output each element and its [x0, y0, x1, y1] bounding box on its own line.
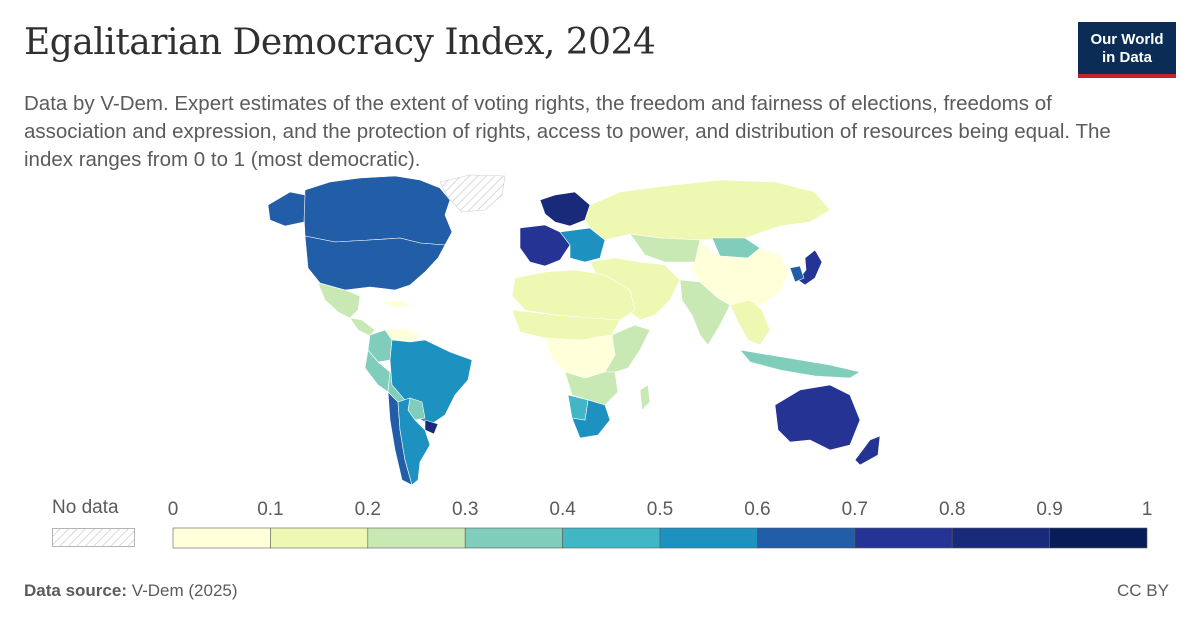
- map-region-indonesia[interactable]: [739, 349, 861, 379]
- legend-tick-label: 0.7: [842, 499, 868, 520]
- legend-bin[interactable]: [757, 527, 856, 549]
- map-region-mexico[interactable]: [317, 282, 361, 319]
- map-region-canada[interactable]: [303, 175, 453, 246]
- legend-ticks: 0 0.1 0.2 0.3 0.4 0.5 0.6 0.7 0.8 0.9 1: [168, 499, 1153, 520]
- data-source-value[interactable]: V-Dem (2025): [131, 581, 238, 600]
- map-region-cuba[interactable]: [379, 299, 414, 309]
- map-region-china[interactable]: [689, 239, 791, 309]
- map-region-madagascar[interactable]: [639, 384, 651, 411]
- map-region-uruguay[interactable]: [424, 419, 439, 435]
- map-region-east-africa[interactable]: [604, 324, 651, 373]
- map-region-australia[interactable]: [774, 384, 861, 451]
- legend-tick-label: 0.2: [355, 499, 381, 520]
- world-map[interactable]: [0, 168, 1200, 498]
- chart-title: Egalitarian Democracy Index, 2024: [24, 22, 656, 63]
- legend-tick-label: 0.5: [647, 499, 673, 520]
- license-link[interactable]: CC BY: [1117, 581, 1169, 600]
- legend-bin[interactable]: [951, 527, 1050, 549]
- legend-bin[interactable]: [1049, 527, 1148, 549]
- map-region-central-america[interactable]: [349, 317, 376, 337]
- map-region-india[interactable]: [679, 279, 731, 346]
- no-data-label: No data: [52, 497, 119, 518]
- legend-bin[interactable]: [659, 527, 758, 549]
- data-source-label: Data source:: [24, 581, 127, 600]
- legend-bin[interactable]: [562, 527, 661, 549]
- owid-logo[interactable]: Our World in Data: [1078, 22, 1176, 78]
- legend-tick-label: 0: [168, 499, 179, 520]
- map-region-southern-africa[interactable]: [564, 371, 619, 406]
- map-region-western-europe[interactable]: [519, 224, 571, 267]
- legend-bins: [172, 527, 1148, 549]
- map-regions: [267, 174, 881, 486]
- map-region-north-africa[interactable]: [511, 269, 636, 321]
- legend-bin[interactable]: [172, 527, 271, 549]
- legend-bin[interactable]: [270, 527, 369, 549]
- map-region-south-korea[interactable]: [789, 265, 805, 283]
- legend-bin[interactable]: [464, 527, 563, 549]
- legend-tick-label: 0.8: [939, 499, 965, 520]
- map-region-greenland[interactable]: [439, 174, 506, 213]
- map-region-nordic-countries[interactable]: [539, 191, 591, 227]
- map-region-central-africa[interactable]: [544, 334, 616, 379]
- map-region-southeast-asia[interactable]: [729, 299, 771, 346]
- logo-line-1: Our World: [1090, 31, 1164, 48]
- no-data-swatch: [52, 528, 135, 547]
- data-source: Data source: V-Dem (2025): [24, 581, 238, 601]
- legend-tick-label: 1: [1142, 499, 1153, 520]
- chart-subtitle: Data by V-Dem. Expert estimates of the e…: [24, 92, 1111, 171]
- map-region-united-states[interactable]: [304, 235, 446, 291]
- color-legend: 0 0.1 0.2 0.3 0.4 0.5 0.6 0.7 0.8 0.9 1: [168, 499, 1153, 549]
- map-region-argentina[interactable]: [397, 397, 431, 486]
- logo-line-2: in Data: [1101, 49, 1152, 66]
- legend-tick-label: 0.6: [744, 499, 770, 520]
- map-region-namibia[interactable]: [567, 394, 589, 421]
- map-region-new-zealand[interactable]: [854, 435, 881, 466]
- legend-bin[interactable]: [854, 527, 953, 549]
- legend-tick-label: 0.9: [1036, 499, 1062, 520]
- legend-tick-label: 0.1: [257, 499, 283, 520]
- legend-bin[interactable]: [367, 527, 466, 549]
- map-region-alaska[interactable]: [267, 191, 306, 227]
- map-region-russia[interactable]: [584, 179, 831, 241]
- map-region-japan[interactable]: [797, 249, 823, 286]
- legend-tick-label: 0.4: [549, 499, 576, 520]
- legend-tick-label: 0.3: [452, 499, 478, 520]
